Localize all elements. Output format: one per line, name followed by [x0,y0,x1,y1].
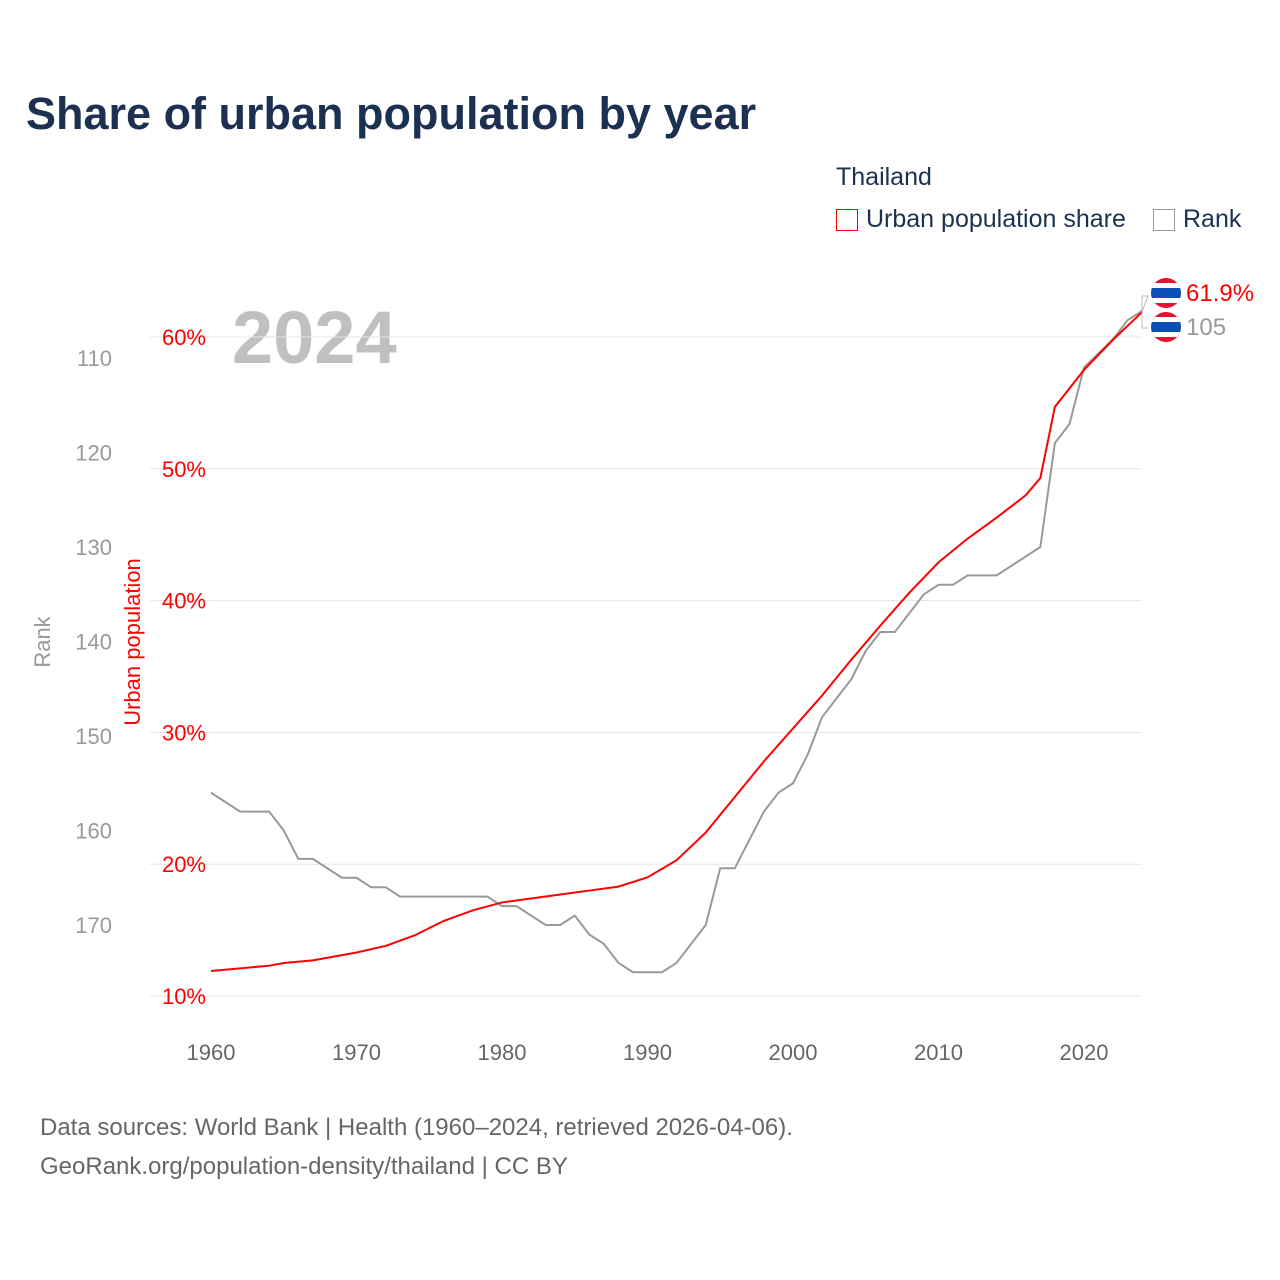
urban-end-value: 61.9% [1186,280,1254,307]
end-connector [1141,295,1149,329]
urban-tick-label: 40% [162,589,206,614]
legend-item-urban[interactable]: Urban population share [836,205,1126,234]
urban-axis-label: Urban population [120,558,145,726]
legend-label-rank: Rank [1183,205,1242,233]
footer: Data sources: World Bank | Health (1960–… [40,1108,793,1186]
legend-label-urban: Urban population share [866,205,1126,233]
x-tick-label: 1990 [623,1040,672,1065]
urban-flag-icon [1151,278,1181,308]
data-source: Data sources: World Bank | Health (1960–… [40,1114,793,1141]
urban-line [210,311,1143,972]
x-tick-label: 1960 [187,1040,236,1065]
rank-tick-label: 150 [75,724,112,749]
x-tick-label: 1970 [332,1040,381,1065]
rank-flag-icon [1151,312,1181,342]
legend-title: Thailand [836,163,932,191]
rank-tick-label: 130 [75,535,112,560]
chart-title: Share of urban population by year [26,88,757,139]
x-tick-label: 1980 [478,1040,527,1065]
attribution-link[interactable]: GeoRank.org/population-density/thailand … [40,1153,568,1180]
rank-end-value: 105 [1186,314,1226,341]
x-tick-label: 2000 [769,1040,818,1065]
urban-tick-label: 20% [162,852,206,877]
urban-tick-label: 50% [162,457,206,482]
urban-tick-label: 10% [162,984,206,1009]
legend-swatch-rank [1153,208,1175,231]
legend-item-rank[interactable]: Rank [1153,205,1241,234]
x-tick-label: 2020 [1060,1040,1109,1065]
rank-tick-label: 170 [75,913,112,938]
rank-tick-label: 120 [75,441,112,466]
rank-tick-label: 140 [75,630,112,655]
rank-tick-label: 110 [77,346,112,371]
urban-tick-label: 30% [162,720,206,745]
urban-tick-label: 60% [162,325,206,350]
rank-line [210,309,1143,974]
rank-axis-label: Rank [30,615,55,667]
x-tick-label: 2010 [914,1040,963,1065]
rank-tick-label: 160 [75,819,112,844]
legend-swatch-urban [836,208,858,231]
